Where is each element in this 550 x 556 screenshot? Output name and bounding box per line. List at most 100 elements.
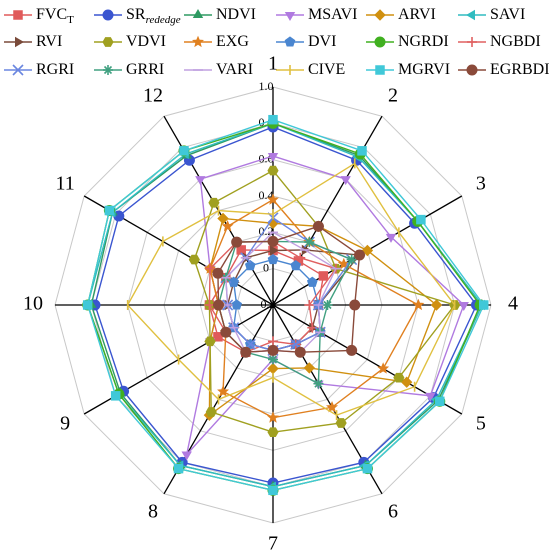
marker [192, 8, 204, 18]
legend-item: MSAVI [276, 6, 358, 23]
legend-label: EXG [216, 33, 249, 50]
marker [102, 9, 114, 21]
marker [346, 344, 358, 356]
axis-label: 8 [148, 500, 158, 522]
legend-name: FVC [36, 6, 67, 23]
axis-label: 7 [268, 533, 278, 551]
legend-label: EGRBDI [490, 61, 550, 78]
marker [212, 267, 224, 279]
marker [270, 245, 280, 256]
marker [467, 37, 477, 47]
legend-label: SAVI [490, 6, 525, 23]
marker [220, 326, 232, 338]
legend-label: MGRVI [398, 61, 450, 78]
marker [295, 252, 306, 263]
axis-label: 1 [268, 53, 278, 75]
legend-item: VDVI [94, 33, 166, 50]
marker [374, 36, 386, 48]
marker [204, 336, 216, 347]
legend-item: NGRDI [366, 33, 449, 50]
marker-stroke [323, 300, 332, 310]
marker [217, 385, 230, 397]
marker [268, 114, 278, 125]
legend-item: NDVI [184, 6, 256, 23]
marker-stroke [305, 238, 314, 247]
legend-name: RGRI [36, 61, 74, 78]
legend-name: CIVE [308, 61, 345, 78]
legend-item: GRRI [94, 61, 164, 78]
marker [267, 362, 279, 375]
marker [466, 9, 475, 21]
marker [322, 300, 333, 310]
axis-label: 10 [23, 293, 43, 315]
marker [188, 254, 200, 265]
marker [267, 344, 279, 356]
legend-name: VDVI [126, 33, 166, 50]
marker-stroke [268, 355, 278, 364]
marker [217, 212, 229, 225]
marker [213, 332, 223, 342]
legend-name: RVI [36, 33, 62, 50]
marker [208, 197, 220, 208]
marker [340, 176, 351, 186]
marker [393, 372, 405, 383]
axis-label: 12 [143, 85, 163, 107]
marker [346, 254, 357, 265]
marker [349, 299, 361, 311]
marker [412, 298, 425, 311]
marker [375, 65, 385, 75]
marker [240, 346, 252, 358]
legend-item: RVI [4, 33, 62, 50]
marker [478, 300, 489, 310]
marker [357, 146, 367, 156]
r-tick-label: 1.0 [259, 79, 274, 93]
marker-stroke [103, 65, 113, 75]
series [86, 117, 488, 490]
legend-name: MSAVI [308, 6, 358, 23]
marker [354, 249, 366, 261]
series [82, 114, 489, 496]
marker [318, 271, 329, 281]
marker [104, 205, 115, 216]
marker-stroke [290, 338, 302, 350]
legend-subscript: T [67, 14, 74, 26]
legend-item: DVI [276, 33, 336, 50]
legend-label: NDVI [216, 6, 256, 23]
marker-stroke [12, 64, 24, 76]
legend-label: RVI [36, 33, 62, 50]
legend-name: EGRBDI [490, 61, 550, 78]
legend-label: NGRDI [398, 33, 449, 50]
marker [195, 176, 206, 186]
marker [267, 153, 279, 163]
series [126, 158, 456, 421]
legend-label: VDVI [126, 33, 166, 50]
legend-item: ARVI [366, 6, 436, 23]
marker [213, 299, 224, 311]
marker [231, 236, 243, 248]
legend-name: NGBDI [490, 33, 541, 50]
marker [231, 299, 243, 310]
marker [284, 36, 296, 47]
legend-item: NGBDI [458, 33, 541, 50]
marker [13, 10, 23, 20]
legend-item: EXG [184, 33, 249, 50]
legend-name: SR [126, 6, 146, 23]
marker [267, 427, 279, 437]
legend-label: CIVE [308, 61, 345, 78]
legend-name: VARI [216, 61, 253, 78]
legend-item: MGRVI [366, 61, 450, 78]
legend-label: MSAVI [308, 6, 358, 23]
marker [228, 276, 240, 287]
axis-label: 6 [388, 500, 398, 522]
series [212, 220, 366, 358]
marker [313, 378, 324, 389]
marker [416, 214, 426, 225]
marker [284, 12, 296, 21]
marker [362, 463, 373, 474]
marker [306, 276, 318, 287]
legend-name: EXG [216, 33, 249, 50]
legend-name: DVI [308, 33, 336, 50]
marker [267, 253, 279, 265]
marker [102, 37, 114, 47]
